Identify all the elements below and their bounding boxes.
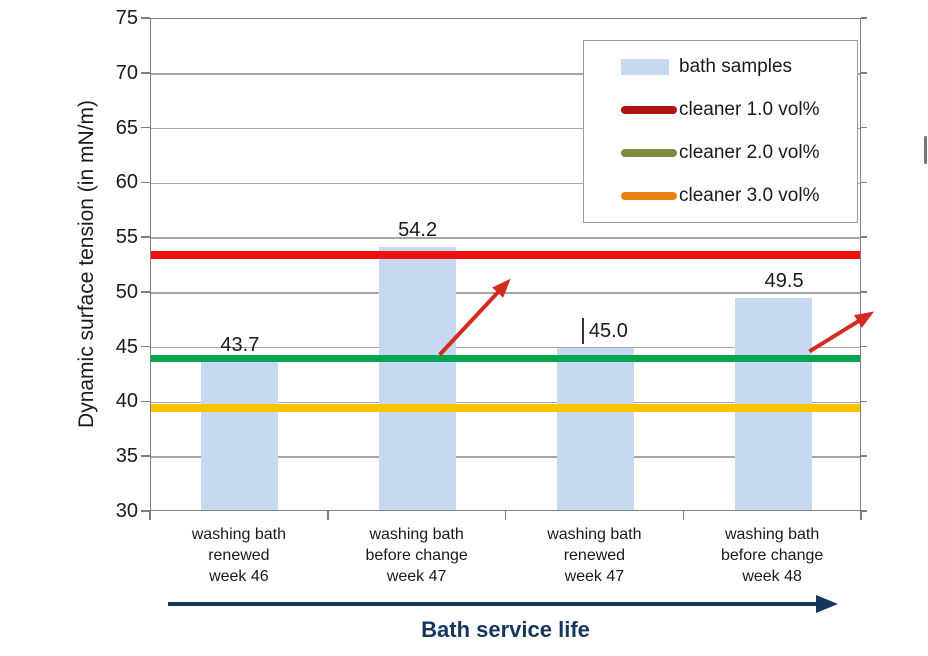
trend-arrow [808, 311, 875, 354]
x-axis-category-label: washing bath renewed week 46 [191, 526, 287, 585]
y-axis-right-tick [861, 17, 867, 19]
bar [556, 347, 634, 511]
trend-arrow [438, 278, 511, 357]
legend-item: cleaner 1.0 vol% [584, 99, 857, 121]
gridline [151, 127, 860, 130]
bar [379, 246, 457, 511]
cropped-glyph-artifact [924, 136, 927, 164]
legend-item-label: bath samples [679, 55, 793, 77]
y-axis-tick-label: 30 [115, 500, 138, 522]
reference-line-cleaner-2-0-vol- [151, 355, 860, 363]
legend-item: bath samples [584, 56, 857, 78]
y-axis-tick-label: 35 [115, 445, 138, 468]
y-axis-tick [141, 400, 150, 403]
gridline [151, 456, 860, 458]
gridline [151, 346, 860, 349]
y-axis-tick [141, 72, 150, 74]
y-axis-title: Dynamic surface tension (in mN/m) [75, 100, 98, 428]
gridline [151, 401, 860, 404]
bar [201, 361, 279, 511]
bar-value-label: 45.0 [588, 319, 628, 342]
y-axis-tick-label: 40 [115, 390, 138, 413]
bar-value-label: 54.2 [398, 218, 438, 241]
y-axis-tick [141, 291, 150, 293]
legend-item: cleaner 3.0 vol% [584, 185, 857, 207]
gridline [151, 73, 860, 75]
gridline [151, 237, 860, 239]
y-axis-tick [141, 455, 150, 457]
legend-item-label: cleaner 1.0 vol% [679, 98, 820, 120]
bar-value-label: 49.5 [764, 270, 804, 293]
y-axis-right-tick [861, 126, 867, 129]
y-axis-right-tick [861, 400, 867, 403]
x-axis-tick [860, 511, 862, 520]
x-axis-category-label: washing bath before change week 48 [720, 526, 824, 585]
y-axis-tick-label: 50 [115, 280, 138, 303]
y-axis-tick-label: 60 [115, 171, 138, 194]
x-axis-tick [149, 511, 151, 520]
gridline [151, 182, 860, 185]
y-axis-tick [141, 17, 150, 19]
legend-swatch-cleaner-1-0-vol- [621, 105, 677, 114]
x-axis-tick [682, 511, 684, 520]
y-axis-tick [141, 345, 150, 348]
x-axis-arrow [168, 595, 838, 613]
x-axis-category-label: washing bath renewed week 47 [547, 526, 642, 585]
y-axis-tick-label: 65 [115, 116, 138, 139]
legend-swatch-cleaner-2-0-vol- [621, 149, 677, 158]
legend-item: cleaner 2.0 vol% [584, 142, 857, 164]
legend-swatch-bath-samples [621, 58, 669, 75]
y-axis-tick [141, 181, 150, 184]
y-axis-right-tick [861, 181, 867, 184]
reference-line-cleaner-3-0-vol- [151, 403, 860, 412]
y-axis-tick-label: 75 [115, 7, 138, 29]
legend-item-label: cleaner 3.0 vol% [679, 185, 820, 207]
reference-line-cleaner-1-0-vol- [151, 250, 860, 259]
y-axis-tick [141, 510, 150, 512]
legend: bath samples cleaner 1.0 vol% cleaner 2.0 … [583, 40, 858, 223]
y-axis-tick [141, 236, 150, 238]
text-cursor-artifact [582, 317, 584, 344]
x-axis-tick [504, 511, 507, 520]
bar-value-label: 43.7 [220, 333, 260, 356]
y-axis-tick-label: 70 [115, 61, 138, 84]
y-axis-right-tick [861, 455, 867, 457]
x-axis-category-label: washing bath before change week 47 [365, 526, 468, 585]
y-axis-right-tick [861, 236, 867, 238]
y-axis-right-tick [861, 510, 867, 512]
annotation-arrows-layer [438, 278, 875, 357]
legend-item-label: cleaner 2.0 vol% [679, 142, 820, 164]
y-axis-tick [141, 126, 150, 129]
legend-swatch-cleaner-3-0-vol- [621, 192, 677, 201]
y-axis-right-tick [861, 72, 867, 74]
y-axis-right-tick [861, 345, 867, 348]
y-axis-right-tick [861, 291, 867, 293]
y-axis-tick-label: 45 [115, 335, 138, 358]
x-axis-title: Bath service life [421, 617, 590, 642]
y-axis-tick-label: 55 [115, 226, 138, 249]
x-axis-tick [327, 511, 329, 520]
